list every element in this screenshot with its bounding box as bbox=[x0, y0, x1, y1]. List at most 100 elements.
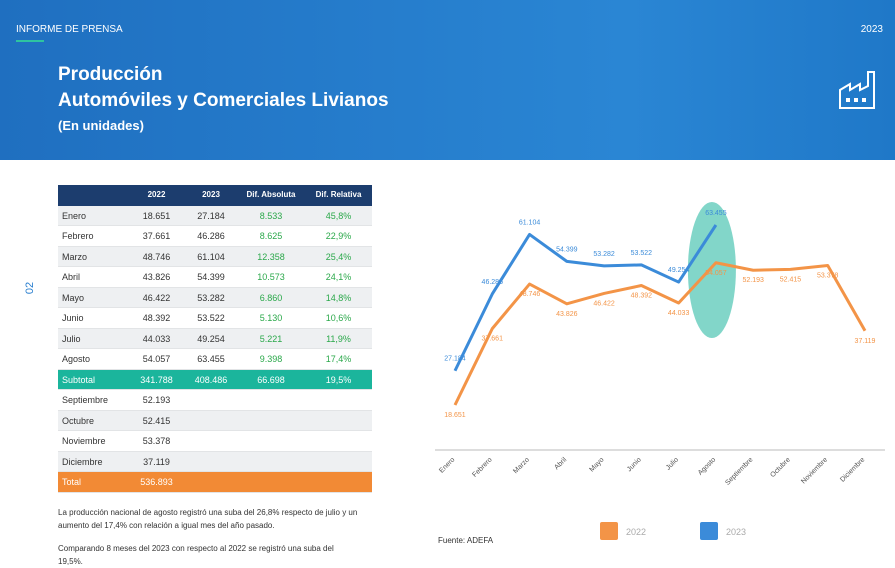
series-line bbox=[453, 224, 718, 372]
table-cell: Total bbox=[62, 477, 82, 487]
table-cell: 52.415 bbox=[142, 415, 171, 426]
column-header: Dif. Relativa bbox=[315, 190, 362, 199]
chart: Enero Febrero Marzo Abril Mayo Junio Julio Agos… bbox=[435, 202, 885, 540]
table-cell: 43.826 bbox=[142, 272, 171, 282]
data-label: 53.522 bbox=[631, 250, 653, 257]
table-cell: 52.193 bbox=[142, 395, 171, 405]
data-label: 53.378 bbox=[817, 272, 839, 279]
series-line bbox=[453, 261, 867, 406]
table-cell: 37.119 bbox=[143, 456, 170, 467]
accent bbox=[16, 40, 44, 42]
table-cell: Octubre bbox=[62, 415, 95, 426]
x-tick-label: Septiembre bbox=[724, 456, 754, 486]
data-label: 46.422 bbox=[593, 300, 615, 307]
table-cell: 63.455 bbox=[197, 354, 225, 364]
x-tick-label: Julio bbox=[665, 456, 680, 471]
data-label: 53.282 bbox=[593, 251, 615, 258]
header: INFORME DE PRENSA 2023 Producción Automó… bbox=[0, 0, 895, 160]
table-row bbox=[58, 451, 372, 472]
table-cell: 10.573 bbox=[257, 272, 285, 282]
note: Comparando 8 meses del 2023 con respecto… bbox=[58, 544, 334, 566]
legend-swatch bbox=[700, 522, 718, 540]
table-cell: 17,4% bbox=[325, 354, 352, 364]
table-cell: 61.104 bbox=[197, 251, 225, 262]
source: Fuente: ADEFA bbox=[438, 536, 494, 545]
factory-icon bbox=[839, 71, 875, 109]
table-cell: 54.399 bbox=[197, 272, 225, 282]
table-cell: 53.282 bbox=[197, 292, 225, 303]
table-cell: Febrero bbox=[62, 231, 94, 241]
unit: (En unidades) bbox=[58, 118, 144, 133]
table-cell: 14,8% bbox=[325, 292, 352, 303]
table-cell: 12.358 bbox=[257, 251, 285, 262]
table-cell: Abril bbox=[62, 272, 81, 282]
table-cell: 48.392 bbox=[142, 313, 171, 323]
x-tick-label: Noviembre bbox=[800, 456, 829, 485]
data-label: 44.033 bbox=[668, 310, 690, 317]
x-tick-label: Enero bbox=[438, 456, 456, 474]
table-row bbox=[58, 308, 372, 329]
table-row bbox=[58, 246, 372, 267]
x-tick-label: Abril bbox=[553, 456, 568, 471]
table-row bbox=[58, 328, 372, 349]
table-cell: 25,4% bbox=[325, 251, 352, 262]
table-row bbox=[58, 431, 372, 452]
highlight bbox=[687, 202, 736, 338]
table-cell: 341.788 bbox=[140, 374, 173, 385]
data-label: 63.455 bbox=[705, 210, 727, 217]
x-tick-label: Junio bbox=[626, 456, 643, 473]
table-cell: 6.860 bbox=[259, 292, 283, 303]
column-header: 2023 bbox=[202, 190, 220, 199]
data-label: 46.286 bbox=[482, 279, 504, 286]
table-row bbox=[58, 205, 372, 226]
data-label: 37.119 bbox=[855, 338, 876, 345]
table-cell: 54.057 bbox=[142, 354, 171, 364]
table: 2022 2023 Dif. Absoluta Dif. Relativa Enero 1… bbox=[58, 185, 372, 493]
table-row bbox=[58, 267, 372, 288]
table-cell: 11,9% bbox=[326, 333, 351, 344]
x-tick-label: Diciembre bbox=[839, 456, 866, 483]
table-cell: 408.486 bbox=[194, 374, 228, 385]
table-cell: Marzo bbox=[62, 251, 88, 262]
table-cell: Junio bbox=[62, 313, 84, 323]
title: Producción bbox=[58, 64, 163, 85]
table-cell: 22,9% bbox=[325, 231, 352, 241]
table-cell: 10,6% bbox=[325, 313, 352, 323]
table-cell: 8.533 bbox=[259, 210, 283, 221]
data-label: 43.826 bbox=[556, 311, 578, 318]
table-cell: 48.746 bbox=[142, 251, 171, 262]
table-row bbox=[58, 472, 372, 493]
data-label: 18.651 bbox=[444, 412, 466, 419]
table-cell: 9.398 bbox=[259, 354, 283, 364]
note: La producción nacional de agosto registr… bbox=[58, 508, 358, 530]
table-row bbox=[58, 369, 372, 390]
table-cell: 37.661 bbox=[142, 231, 171, 241]
table-cell: 19,5% bbox=[325, 374, 352, 385]
page-number: 02 bbox=[24, 281, 37, 295]
data-label: 54.057 bbox=[705, 270, 727, 277]
table-cell: 5.130 bbox=[259, 313, 283, 323]
table-cell: Noviembre bbox=[62, 436, 106, 446]
column-header: Dif. Absoluta bbox=[246, 190, 296, 199]
header-row bbox=[58, 185, 372, 206]
table-row bbox=[58, 390, 372, 411]
legend-label: 2022 bbox=[626, 527, 646, 537]
legend-label: 2023 bbox=[726, 527, 746, 537]
year: 2023 bbox=[860, 24, 883, 35]
table-cell: 53.522 bbox=[197, 313, 225, 323]
table-cell: 18.651 bbox=[142, 210, 171, 221]
data-label: 52.193 bbox=[742, 277, 764, 284]
table-cell: Agosto bbox=[62, 354, 91, 364]
data-label: 48.392 bbox=[631, 293, 653, 300]
table-row bbox=[58, 287, 372, 308]
data-label: 37.661 bbox=[482, 336, 504, 343]
table-cell: 49.254 bbox=[197, 333, 225, 344]
table-cell: 5.221 bbox=[259, 333, 283, 344]
x-tick-label: Octubre bbox=[769, 456, 792, 479]
table-cell: Septiembre bbox=[62, 395, 109, 405]
table-cell: Enero bbox=[62, 210, 87, 221]
table-cell: 46.286 bbox=[197, 231, 225, 241]
column-header: 2022 bbox=[147, 190, 166, 199]
table-row bbox=[58, 226, 372, 247]
